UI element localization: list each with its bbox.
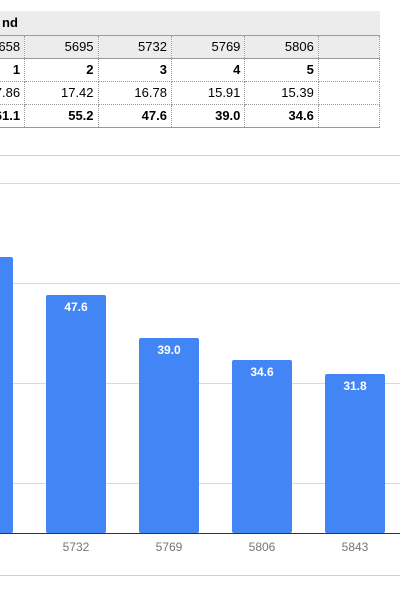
bar[interactable] [139, 338, 199, 533]
x-tick-label: 5769 [156, 540, 183, 554]
cell[interactable]: 1 [0, 58, 26, 82]
data-label: 34.6 [250, 365, 274, 379]
cell[interactable]: 5658 [0, 35, 26, 59]
cell[interactable] [318, 104, 381, 128]
header-cell[interactable]: nd [0, 11, 380, 36]
x-tick-label: 5806 [249, 540, 276, 554]
table-row: 7.86 17.42 16.78 15.91 15.39 [0, 81, 381, 105]
cell[interactable] [318, 81, 381, 105]
cell[interactable]: 47.6 [98, 104, 172, 128]
cell[interactable]: 3 [98, 58, 172, 82]
cell[interactable]: 5769 [171, 35, 246, 59]
cell[interactable]: 16.78 [98, 81, 172, 105]
table-row: 5658 5695 5732 5769 5806 [0, 35, 381, 59]
cell[interactable]: 17.42 [24, 81, 99, 105]
cell[interactable]: 15.39 [244, 81, 319, 105]
data-label: 31.8 [343, 379, 367, 393]
cell[interactable]: 5732 [98, 35, 172, 59]
cell[interactable]: 61.1 [0, 104, 26, 128]
table-header-row: nd [0, 11, 380, 36]
data-label: 47.6 [64, 300, 88, 314]
bar[interactable] [325, 374, 385, 533]
cell[interactable] [318, 58, 381, 82]
table-row: 61.1 55.2 47.6 39.0 34.6 [0, 104, 381, 128]
cell[interactable]: 34.6 [244, 104, 319, 128]
cell[interactable]: 4 [171, 58, 246, 82]
bar[interactable] [46, 295, 106, 533]
bar[interactable] [232, 360, 292, 533]
header-label: nd [2, 15, 18, 31]
x-tick-label: 5732 [63, 540, 90, 554]
cell[interactable]: 5806 [244, 35, 319, 59]
cell[interactable]: 2 [24, 58, 99, 82]
bar[interactable] [0, 257, 13, 533]
cell[interactable]: 15.91 [171, 81, 246, 105]
x-tick-label: 5843 [342, 540, 369, 554]
chart-bottom-border [0, 575, 400, 576]
chart-top-border [0, 155, 400, 156]
cell[interactable]: 7.86 [0, 81, 26, 105]
data-label: 39.0 [157, 343, 181, 357]
cell[interactable] [318, 35, 381, 59]
table-row: 1 2 3 4 5 [0, 58, 381, 82]
cell[interactable]: 39.0 [171, 104, 246, 128]
cell[interactable]: 5 [244, 58, 319, 82]
cell[interactable]: 5695 [24, 35, 99, 59]
cell[interactable]: 55.2 [24, 104, 99, 128]
data-table: nd 5658 5695 5732 5769 5806 1 2 3 4 5 7.… [0, 11, 381, 128]
